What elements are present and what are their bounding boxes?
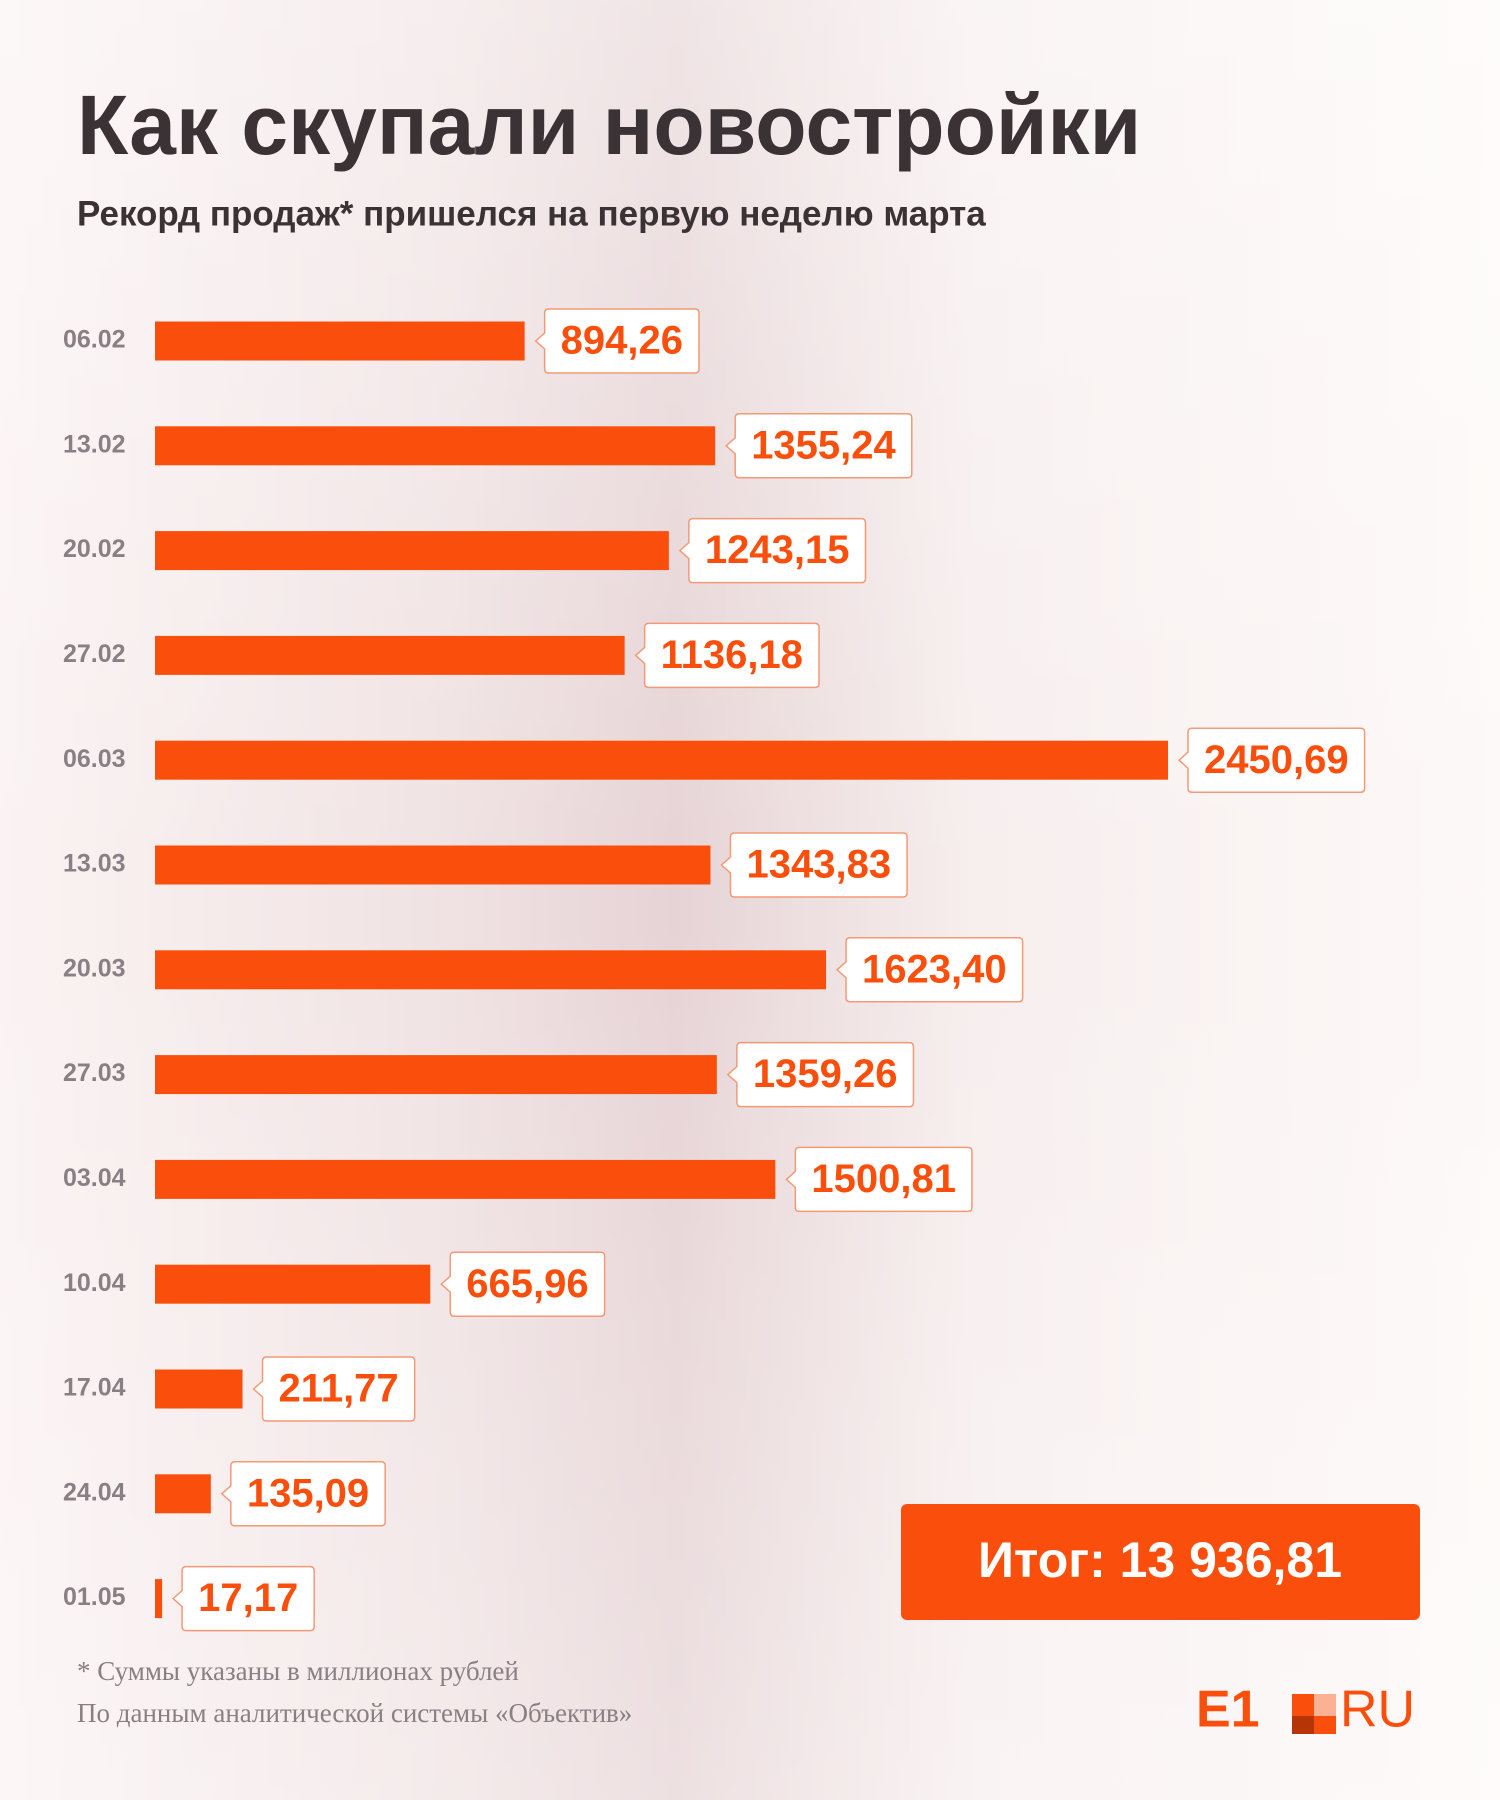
bar [155,1369,243,1409]
logo-square [1314,1694,1336,1716]
category-label: 17.04 [63,1374,126,1402]
value-label: 1136,18 [661,633,803,677]
logo-right: RU [1340,1681,1415,1739]
logo-square [1292,1716,1314,1734]
value-label-box [725,413,913,479]
logo-left: E1 [1196,1681,1260,1739]
category-label: 06.02 [63,326,126,354]
bar [155,1579,163,1619]
bar [155,1159,776,1199]
value-label-box [440,1251,606,1317]
bar [155,321,525,361]
value-label: 1355,24 [751,423,896,467]
value-label: 135,09 [247,1471,369,1515]
value-label: 211,77 [279,1367,399,1411]
value-label: 2450,69 [1204,738,1349,782]
category-label: 13.02 [63,430,126,458]
category-label: 20.02 [63,535,126,563]
bar [155,740,1168,780]
category-label: 03.04 [63,1164,126,1192]
category-label: 13.03 [63,850,126,878]
value-label: 1359,26 [753,1052,898,1096]
bar [155,426,716,466]
value-label: 17,17 [198,1576,298,1620]
value-label: 1500,81 [811,1157,956,1201]
logo-square [1314,1716,1336,1734]
value-label: 665,96 [466,1262,588,1306]
category-label: 06.03 [63,745,126,773]
value-label-box [171,1565,315,1632]
bar [155,950,827,990]
chart-title: Как скупали новостройки [77,78,1141,172]
bar [155,1264,431,1304]
total-box [901,1504,1420,1620]
footnote: * Суммы указаны в миллионах рублей [77,1656,519,1686]
value-label: 1343,83 [746,843,891,887]
total-label: Итог: 13 936,81 [978,1532,1342,1588]
category-label: 01.05 [63,1583,126,1611]
value-label: 1243,15 [705,528,850,572]
category-label: 27.03 [63,1059,126,1087]
value-label-box [534,308,700,374]
bar [155,1055,717,1095]
category-label: 24.04 [63,1478,126,1506]
chart-subtitle: Рекорд продаж* пришелся на первую неделю… [77,194,986,233]
category-label: 20.03 [63,954,126,982]
bar [155,531,669,571]
logo-square [1292,1694,1314,1716]
value-label-box [720,832,908,898]
value-label-box [678,517,867,584]
value-label-box [785,1146,973,1213]
footnote: По данным аналитической системы «Объекти… [77,1698,632,1728]
bar [155,1474,211,1514]
value-label: 894,26 [561,319,683,363]
bar [155,845,711,885]
category-label: 10.04 [63,1269,126,1297]
value-label-box [252,1356,416,1422]
value-label-box [1177,727,1366,793]
value-label-box [726,1041,915,1108]
value-label: 1623,40 [862,947,1007,991]
bar [155,635,625,675]
value-label-box [634,622,820,689]
category-label: 27.02 [63,640,126,668]
value-label-box [220,1461,386,1527]
value-label-box [835,937,1024,1003]
